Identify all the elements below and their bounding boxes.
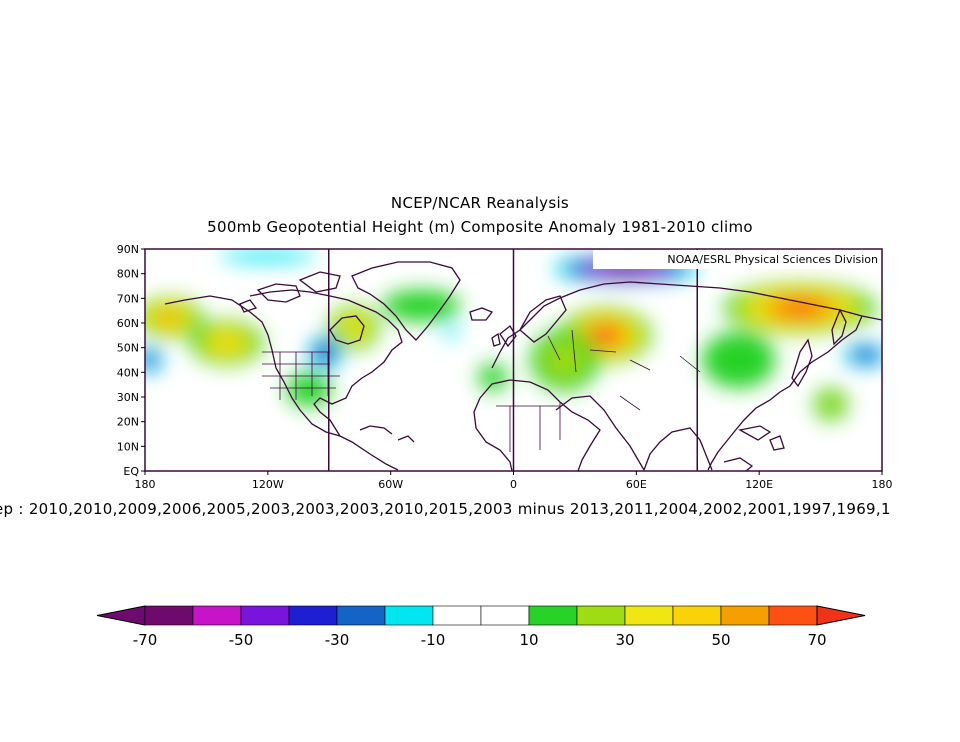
coastline-kamchatka — [831, 308, 847, 346]
anomaly-contour — [591, 326, 620, 344]
coastline-eurasia — [491, 281, 882, 471]
anomaly-contour — [544, 341, 586, 379]
colorbar-segment — [672, 605, 722, 626]
anomaly-center-15 — [219, 250, 316, 263]
map-subtitle: 500mb Geopotential Height (m) Composite … — [207, 218, 753, 236]
anomaly-center-14 — [843, 344, 882, 367]
lon-tick-label: 0 — [510, 478, 517, 491]
colorbar-segment — [624, 605, 674, 626]
map-plot-area: NOAA/ESRL Physical Sciences Division — [144, 248, 883, 472]
colorbar: -70 -50 -30 -10 10 30 50 70 — [96, 605, 866, 649]
meridian-lines — [328, 249, 698, 471]
political-borders — [262, 329, 701, 452]
coastline-greenland — [351, 261, 461, 341]
colorbar-label: 30 — [615, 631, 634, 649]
lat-tick-label: 10N — [117, 440, 139, 453]
latitude-axis: 90N 80N 70N 60N 50N 40N 30N 20N 10N EQ — [117, 243, 145, 478]
coastline-british-isles — [491, 325, 517, 348]
colorbar-high-triangle — [816, 605, 866, 626]
colorbar-label: 70 — [807, 631, 826, 649]
colorbar-segment — [480, 605, 530, 626]
colorbar-segment — [576, 605, 626, 626]
longitude-axis: 180 120W 60W 0 60E 120E 180 — [135, 471, 893, 491]
anomaly-contour — [701, 331, 776, 389]
coastline-arctic-islands — [239, 271, 341, 313]
lat-tick-label: 60N — [117, 317, 139, 330]
coastline-hudson-bay — [329, 315, 365, 345]
lon-tick-label: 60W — [378, 478, 403, 491]
anomaly-center-9 — [813, 387, 848, 421]
colorbar-segment — [240, 605, 290, 626]
anomaly-center-8 — [478, 363, 508, 392]
anomaly-center-4 — [328, 305, 380, 350]
colorbar-segment — [144, 605, 194, 626]
colorbar-segment — [720, 605, 770, 626]
lon-tick-label: 180 — [135, 478, 156, 491]
lat-tick-label: 30N — [117, 391, 139, 404]
lat-tick-label: 70N — [117, 292, 139, 305]
lat-tick-label: 90N — [117, 243, 139, 256]
anomaly-contour — [382, 289, 461, 322]
anomaly-contour — [316, 344, 334, 361]
colorbar-label: -10 — [421, 631, 446, 649]
colorbar-segment — [192, 605, 242, 626]
anomaly-contour — [214, 335, 240, 351]
anomaly-contour — [444, 327, 460, 339]
colorbar-label: 50 — [711, 631, 730, 649]
lat-tick-label: 40N — [117, 366, 139, 379]
lon-tick-label: 60E — [626, 478, 647, 491]
anomaly-field — [145, 250, 882, 421]
anomaly-contour — [160, 312, 179, 324]
colorbar-segment — [288, 605, 338, 626]
coastline-central-america — [359, 425, 415, 443]
colorbar-segment — [768, 605, 818, 626]
colorbar-label: -70 — [133, 631, 158, 649]
colorbar-low-triangle — [96, 605, 146, 626]
anomaly-contour — [478, 363, 508, 392]
anomaly-center-10 — [382, 289, 461, 322]
anomaly-center-11 — [308, 337, 342, 369]
anomaly-center-3 — [190, 320, 264, 365]
credit-label: NOAA/ESRL Physical Sciences Division — [667, 253, 878, 266]
colorbar-label: -30 — [325, 631, 350, 649]
anomaly-contour — [219, 250, 316, 263]
coastlines — [164, 261, 882, 471]
coastline-africa — [473, 379, 601, 471]
coastline-scandinavia — [519, 295, 567, 343]
lat-tick-label: 80N — [117, 268, 139, 281]
coastline-se-asia-islands — [723, 425, 785, 471]
colorbar-segment — [432, 605, 482, 626]
anomaly-center-7 — [286, 372, 332, 407]
lat-tick-label: 20N — [117, 416, 139, 429]
coastline-iceland — [469, 307, 494, 321]
lon-tick-label: 120E — [745, 478, 773, 491]
anomaly-center-6 — [701, 331, 776, 389]
colorbar-segment — [528, 605, 578, 626]
lat-tick-label: 50N — [117, 342, 139, 355]
lon-tick-label: 120W — [252, 478, 284, 491]
anomaly-contour — [854, 349, 877, 361]
anomaly-center-16 — [444, 327, 460, 339]
anomaly-center-13 — [145, 346, 162, 374]
anomaly-contour — [776, 300, 824, 316]
colorbar-label: -50 — [229, 631, 254, 649]
composite-years-caption: ep : 2010,2010,2009,2006,2005,2003,2003,… — [0, 500, 891, 518]
anomaly-contour — [145, 353, 156, 367]
anomaly-center-5 — [530, 329, 599, 391]
lon-tick-label: 180 — [872, 478, 893, 491]
coastline-japan — [791, 338, 813, 388]
anomaly-center-1 — [723, 282, 877, 334]
colorbar-segment — [336, 605, 386, 626]
anomaly-contour — [286, 372, 332, 407]
colorbar-segment — [384, 605, 434, 626]
anomaly-contour — [820, 394, 842, 415]
lat-tick-label: EQ — [123, 465, 139, 478]
colorbar-label: 10 — [519, 631, 538, 649]
map-title: NCEP/NCAR Reanalysis — [390, 194, 570, 212]
anomaly-center-2 — [145, 297, 204, 339]
coastline-north-america — [164, 289, 403, 471]
credit-box — [593, 250, 881, 269]
